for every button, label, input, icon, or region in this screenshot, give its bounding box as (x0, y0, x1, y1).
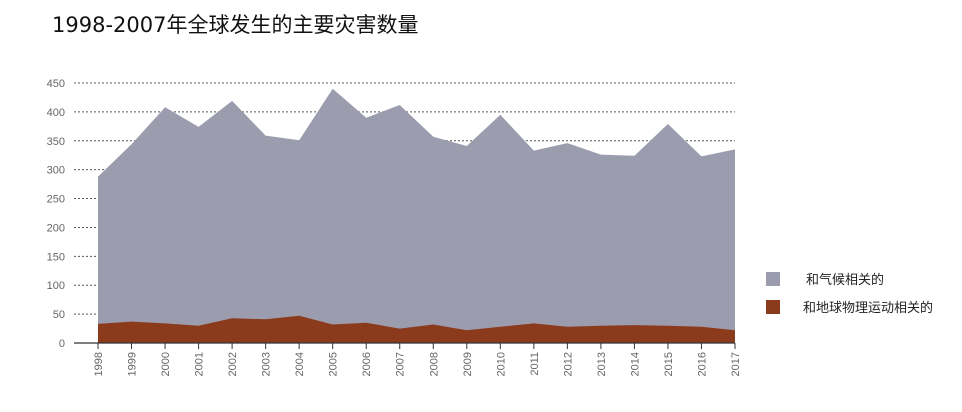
y-tick-label-400: 400 (47, 107, 65, 119)
legend-label-geo: 和地球物理运动相关的 (803, 301, 934, 316)
y-tick-label-150: 150 (47, 251, 65, 263)
x-tick-label-2008: 2008 (428, 352, 440, 376)
y-tick-label-100: 100 (47, 280, 65, 292)
area-series (98, 88, 735, 343)
x-tick-label-2007: 2007 (395, 352, 407, 376)
x-tick-label-2012: 2012 (562, 352, 574, 376)
x-tick-label-2014: 2014 (629, 352, 641, 376)
y-tick-label-450: 450 (47, 78, 65, 90)
x-tick-label-1999: 1999 (127, 352, 139, 376)
x-tick-label-2004: 2004 (294, 352, 306, 376)
x-tick-label-2001: 2001 (194, 352, 206, 376)
y-tick-label-300: 300 (47, 165, 65, 177)
legend-swatch-geo (766, 300, 780, 314)
y-tick-label-200: 200 (47, 222, 65, 234)
x-tick-label-1998: 1998 (93, 352, 105, 376)
x-tick-label-2005: 2005 (328, 352, 340, 376)
y-tick-label-250: 250 (47, 194, 65, 206)
y-tick-label-350: 350 (47, 136, 65, 148)
y-tick-label-50: 50 (53, 309, 65, 321)
x-tick-label-2016: 2016 (696, 352, 708, 376)
x-tick-label-2013: 2013 (596, 352, 608, 376)
axes (74, 342, 736, 349)
area-series-geo (98, 315, 735, 343)
area-series-climate (98, 88, 735, 343)
x-tick-label-2000: 2000 (160, 352, 172, 376)
chart-title: 1998-2007年全球发生的主要灾害数量 (52, 13, 419, 37)
x-tick-label-2011: 2011 (529, 352, 541, 376)
x-tick-labels: 1998 1999 2000 2001 2002 2003 2004 2005 2006 2007… (93, 352, 742, 376)
legend-swatch-climate (766, 272, 780, 286)
y-tick-labels: 0 50 100 150 200 250 300 350 400 450 (47, 78, 65, 350)
x-tick-label-2010: 2010 (495, 352, 507, 376)
x-tick-label-2002: 2002 (227, 352, 239, 376)
legend-label-climate: 和气候相关的 (806, 273, 885, 288)
y-tick-label-0: 0 (59, 338, 65, 350)
x-tick-label-2017: 2017 (730, 352, 742, 376)
x-tick-label-2015: 2015 (663, 352, 675, 376)
x-tick-label-2003: 2003 (261, 352, 273, 376)
x-tick-label-2006: 2006 (361, 352, 373, 376)
x-tick-label-2009: 2009 (462, 352, 474, 376)
